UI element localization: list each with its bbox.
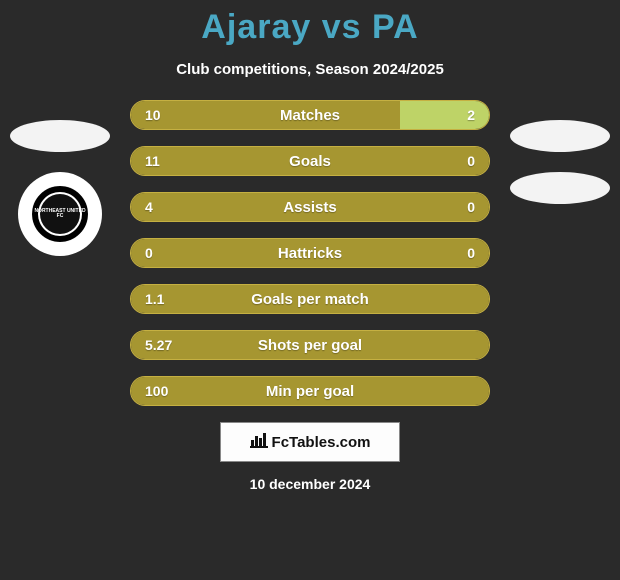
- stat-value-right: 0: [467, 239, 475, 267]
- stat-left-fill: [131, 377, 489, 405]
- left-player-ellipse: [10, 120, 110, 152]
- fctables-text: FcTables.com: [272, 434, 371, 451]
- stat-value-right: 0: [467, 193, 475, 221]
- right-player-ellipse-2: [510, 172, 610, 204]
- right-player-ellipse-1: [510, 120, 610, 152]
- stat-left-fill: [131, 331, 489, 359]
- stat-left-fill: [131, 193, 489, 221]
- stat-row: Goals per match1.1: [130, 284, 490, 314]
- stat-value-left: 0: [145, 239, 153, 267]
- left-team-column: NORTHEAST UNITED FC: [10, 120, 110, 256]
- stat-row: Shots per goal5.27: [130, 330, 490, 360]
- fctables-watermark: FcTables.com: [220, 422, 400, 462]
- page-title: Ajaray vs PA: [0, 0, 620, 47]
- stat-value-left: 4: [145, 193, 153, 221]
- stat-row: Assists40: [130, 192, 490, 222]
- left-club-badge-text: NORTHEAST UNITED FC: [28, 182, 92, 246]
- stat-value-left: 1.1: [145, 285, 164, 313]
- stat-left-fill: [131, 239, 489, 267]
- stat-right-fill: [400, 101, 490, 129]
- stat-value-left: 10: [145, 101, 161, 129]
- stat-value-right: 2: [467, 101, 475, 129]
- stat-value-right: 0: [467, 147, 475, 175]
- stat-row: Goals110: [130, 146, 490, 176]
- stat-left-fill: [131, 147, 489, 175]
- stat-value-left: 5.27: [145, 331, 172, 359]
- stat-row: Min per goal100: [130, 376, 490, 406]
- stat-left-fill: [131, 285, 489, 313]
- stats-container: Matches102Goals110Assists40Hattricks00Go…: [130, 100, 490, 406]
- page-subtitle: Club competitions, Season 2024/2025: [0, 61, 620, 78]
- chart-icon: [250, 432, 268, 453]
- stat-value-left: 11: [145, 147, 160, 175]
- footer-date: 10 december 2024: [0, 476, 620, 492]
- stat-row: Hattricks00: [130, 238, 490, 268]
- stat-value-left: 100: [145, 377, 168, 405]
- left-club-badge: NORTHEAST UNITED FC: [18, 172, 102, 256]
- right-team-column: [510, 120, 610, 224]
- stat-left-fill: [131, 101, 400, 129]
- stat-row: Matches102: [130, 100, 490, 130]
